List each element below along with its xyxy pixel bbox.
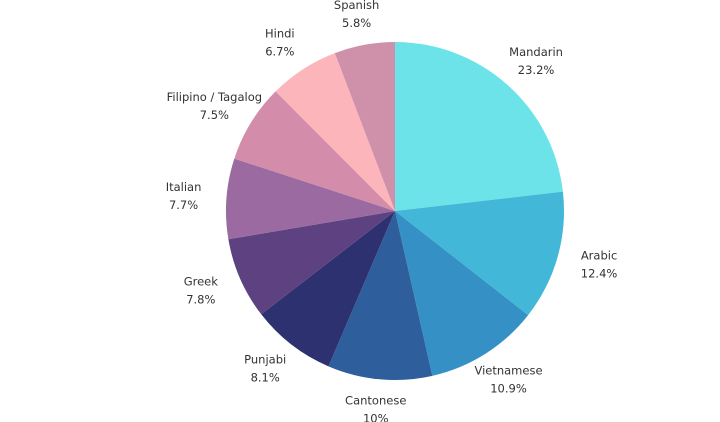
- slice-value-label: 8.1%: [251, 371, 280, 385]
- pie-slice: [261, 211, 395, 367]
- slice-label: Arabic: [581, 249, 617, 263]
- slice-label: Italian: [166, 180, 202, 194]
- slice-label: Greek: [184, 275, 219, 289]
- pie-slice: [275, 53, 395, 211]
- slice-value-label: 5.8%: [342, 16, 371, 30]
- pie-slice: [234, 91, 395, 211]
- slice-label: Cantonese: [345, 394, 406, 408]
- pie-slice: [226, 158, 395, 240]
- slice-value-label: 10.9%: [490, 381, 527, 395]
- slice-label: Filipino / Tagalog: [167, 90, 262, 104]
- slice-label: Hindi: [265, 27, 295, 41]
- pie-slice: [334, 42, 395, 211]
- slice-value-label: 7.5%: [200, 108, 229, 122]
- pie-slice: [395, 191, 564, 316]
- pie-slice: [328, 211, 433, 380]
- pie-slice: [395, 42, 563, 211]
- slice-label: Vietnamese: [474, 363, 542, 377]
- slice-label: Punjabi: [244, 353, 286, 367]
- slice-value-label: 6.7%: [265, 45, 294, 59]
- slice-value-label: 12.4%: [581, 267, 618, 281]
- slice-value-label: 23.2%: [518, 63, 555, 77]
- slice-value-label: 7.7%: [169, 198, 198, 212]
- slice-label: Spanish: [334, 0, 379, 12]
- pie-slice: [395, 211, 529, 376]
- slice-value-label: 10%: [363, 412, 389, 422]
- pie-slice: [228, 211, 395, 315]
- slice-value-label: 7.8%: [186, 293, 215, 307]
- slice-label: Mandarin: [509, 45, 563, 59]
